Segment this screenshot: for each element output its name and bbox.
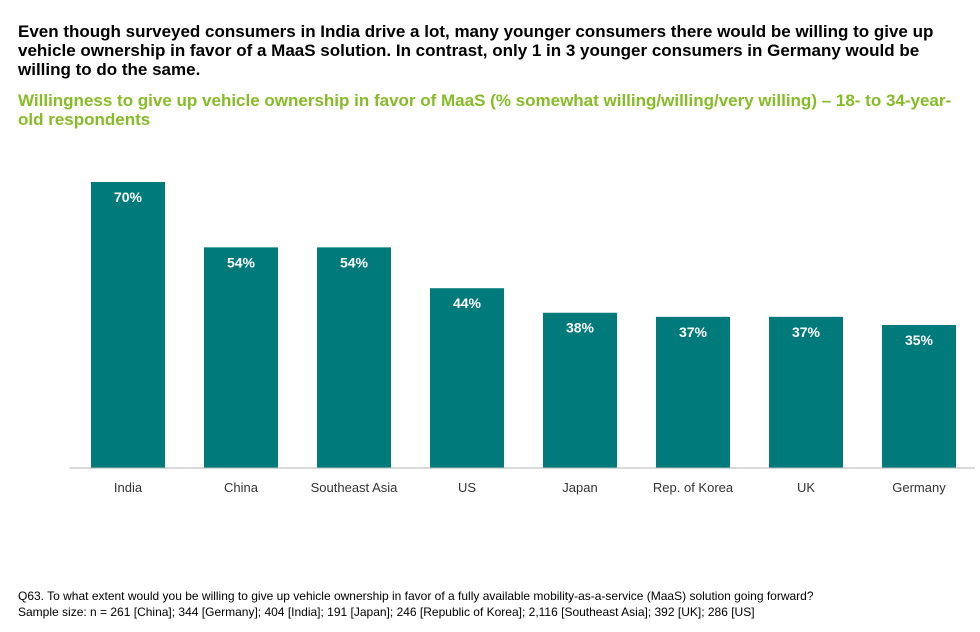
x-tick-labels: India China Southeast Asia US Japan Rep. of K… <box>114 480 946 495</box>
data-label-japan: 38% <box>566 320 595 336</box>
x-tick-label-us: US <box>458 480 476 495</box>
bar-southeast-asia <box>317 247 391 468</box>
x-tick-label-japan: Japan <box>562 480 597 495</box>
bar-uk <box>769 316 843 468</box>
data-label-rep-of-korea: 37% <box>679 324 708 340</box>
data-label-uk: 37% <box>792 324 821 340</box>
data-label-southeast-asia: 54% <box>340 254 369 270</box>
x-tick-label-rep-of-korea: Rep. of Korea <box>653 480 734 495</box>
x-tick-label-china: China <box>224 480 259 495</box>
bar-germany <box>882 325 956 468</box>
footnote-question: Q63. To what extent would you be willing… <box>18 589 814 603</box>
footnote: Q63. To what extent would you be willing… <box>18 588 968 620</box>
data-label-us: 44% <box>453 295 482 311</box>
bar-rep-of-korea <box>656 316 730 468</box>
x-tick-label-india: India <box>114 480 143 495</box>
x-tick-label-southeast-asia: Southeast Asia <box>311 480 398 495</box>
x-tick-label-germany: Germany <box>892 480 946 495</box>
bar-us <box>430 288 504 468</box>
data-label-india: 70% <box>114 189 143 205</box>
bar-japan <box>543 312 617 468</box>
x-tick-label-uk: UK <box>797 480 815 495</box>
data-label-germany: 35% <box>905 332 934 348</box>
data-label-china: 54% <box>227 254 256 270</box>
bar-india <box>91 182 165 468</box>
bars-group: 70% 54% 54% 44% 38% 37% 37% 35% <box>91 182 956 468</box>
chart-title: Willingness to give up vehicle ownership… <box>18 91 952 129</box>
footnote-sample: Sample size: n = 261 [China]; 344 [Germa… <box>18 605 755 619</box>
bar-china <box>204 247 278 468</box>
headline: Even though surveyed consumers in India … <box>18 22 934 79</box>
